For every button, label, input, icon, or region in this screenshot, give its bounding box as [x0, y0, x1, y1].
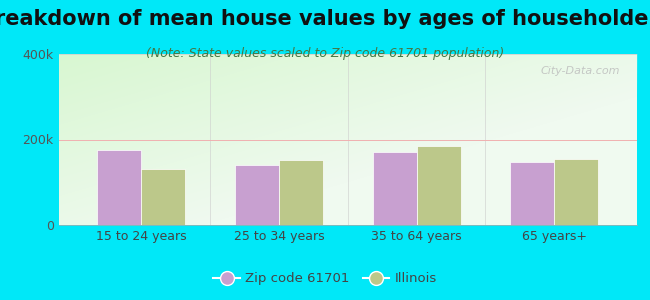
Text: (Note: State values scaled to Zip code 61701 population): (Note: State values scaled to Zip code 6… — [146, 46, 504, 59]
Bar — [510, 162, 554, 225]
Bar — [417, 146, 461, 225]
Text: City-Data.com: City-Data.com — [540, 66, 619, 76]
Bar — [235, 165, 279, 225]
Legend: Zip code 61701, Illinois: Zip code 61701, Illinois — [208, 267, 442, 290]
Bar — [372, 152, 417, 225]
Bar — [279, 160, 323, 225]
Text: Breakdown of mean house values by ages of householders: Breakdown of mean house values by ages o… — [0, 9, 650, 29]
Bar — [97, 150, 141, 225]
Bar — [554, 159, 599, 225]
Bar — [141, 169, 185, 225]
